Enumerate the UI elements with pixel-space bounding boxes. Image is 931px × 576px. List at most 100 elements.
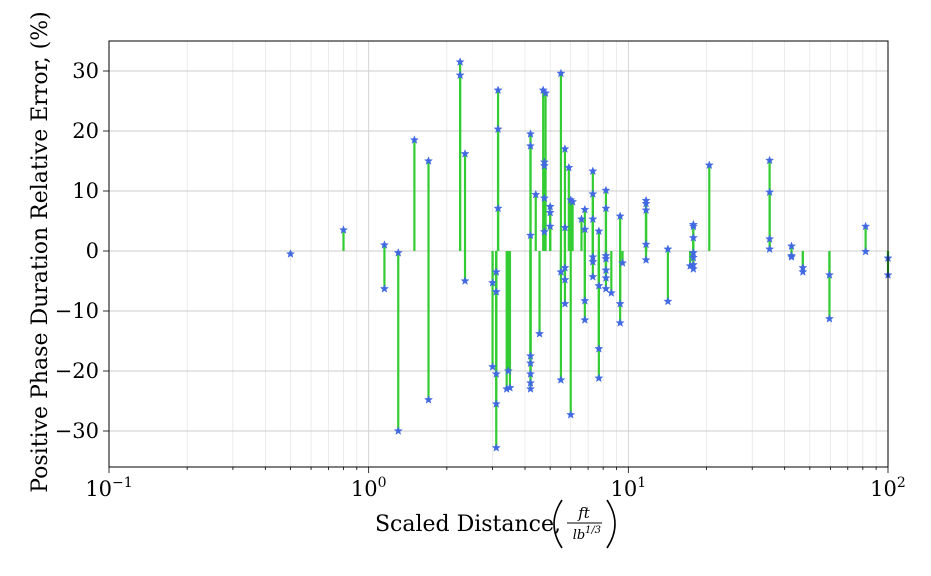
data-point-marker xyxy=(525,230,536,240)
data-point-marker xyxy=(535,329,545,338)
data-point-marker xyxy=(588,166,598,176)
data-point-marker xyxy=(488,278,498,287)
data-point-marker xyxy=(525,141,536,150)
x-tick-label-base: 10 xyxy=(870,477,897,501)
data-point-marker xyxy=(615,211,625,221)
data-point-marker xyxy=(545,221,555,231)
data-point-marker xyxy=(798,267,808,276)
data-point-marker xyxy=(491,443,501,452)
data-point-marker xyxy=(704,160,714,170)
data-point-marker xyxy=(615,299,625,308)
data-point-marker xyxy=(588,272,598,281)
data-point-marker xyxy=(641,198,651,208)
x-tick-label: 100 xyxy=(351,475,387,501)
data-point-marker xyxy=(423,395,434,404)
y-tick-label: 20 xyxy=(72,119,99,143)
fraction-numerator: ft xyxy=(577,504,591,522)
x-tick-label: 101 xyxy=(611,475,647,501)
y-tick-label: −30 xyxy=(55,419,99,443)
data-point-marker xyxy=(455,57,465,66)
data-point-marker xyxy=(601,273,611,282)
x-axis-label: Scaled Distance, xyxy=(375,512,561,537)
data-point-marker xyxy=(594,226,604,236)
data-point-marker xyxy=(493,203,503,213)
data-point-marker xyxy=(594,373,604,383)
y-axis-label: Positive Phase Duration Relative Error, … xyxy=(28,11,53,492)
data-point-marker xyxy=(525,351,536,360)
x-tick-label-exponent: 2 xyxy=(897,475,906,491)
data-point-marker xyxy=(491,369,501,378)
data-point-marker xyxy=(568,197,578,206)
data-point-marker xyxy=(601,284,611,293)
left-paren xyxy=(553,499,563,549)
y-tick-label: 0 xyxy=(86,239,99,263)
data-point-marker xyxy=(545,207,555,217)
data-point-marker xyxy=(786,252,797,261)
data-point-marker xyxy=(601,203,611,213)
data-point-marker xyxy=(560,275,570,284)
data-point-marker xyxy=(379,240,389,249)
data-point-marker xyxy=(580,204,590,214)
data-point-marker xyxy=(580,224,590,234)
y-tick-label: 30 xyxy=(72,59,99,83)
data-point-marker xyxy=(615,318,625,327)
data-point-marker xyxy=(588,214,598,224)
data-point-marker xyxy=(588,257,598,266)
data-point-marker xyxy=(564,162,574,172)
data-point-marker xyxy=(594,344,604,353)
data-point-marker xyxy=(663,244,673,254)
data-point-marker xyxy=(505,383,515,392)
data-point-marker xyxy=(491,287,501,296)
data-point-marker xyxy=(765,234,775,243)
data-point-marker xyxy=(491,399,501,408)
data-point-marker xyxy=(556,68,566,78)
data-point-marker xyxy=(393,426,403,435)
data-point-marker xyxy=(560,263,570,272)
data-point-marker xyxy=(765,155,775,165)
data-point-marker xyxy=(606,288,616,297)
data-point-marker xyxy=(560,144,570,153)
data-point-marker xyxy=(493,85,503,95)
x-tick-label: 102 xyxy=(870,475,906,501)
data-point-marker xyxy=(576,214,586,224)
data-point-marker xyxy=(531,189,541,199)
data-point-marker xyxy=(688,221,698,231)
x-tick-label: 10−1 xyxy=(85,475,132,501)
data-point-marker xyxy=(594,281,604,290)
y-tick-label: −10 xyxy=(55,299,99,323)
fraction-denominator: lb xyxy=(573,528,585,543)
data-point-marker xyxy=(525,129,536,138)
tick-layer xyxy=(103,70,889,473)
data-point-marker xyxy=(460,276,470,285)
data-point-marker xyxy=(688,233,698,242)
data-point-marker xyxy=(580,315,590,324)
data-point-marker xyxy=(525,358,536,368)
data-point-marker xyxy=(525,384,536,393)
data-point-marker xyxy=(455,70,465,80)
data-point-marker xyxy=(641,255,651,264)
data-point-marker xyxy=(560,299,570,308)
data-point-marker xyxy=(379,284,389,293)
data-point-marker xyxy=(285,249,296,258)
data-point-marker xyxy=(861,246,871,256)
x-axis-label-fraction: ft lb 1/3 xyxy=(553,499,616,549)
data-point-marker xyxy=(618,258,628,267)
data-point-marker xyxy=(601,265,611,275)
y-tick-label: 10 xyxy=(72,179,99,203)
data-point-marker xyxy=(861,221,871,231)
data-point-marker xyxy=(493,124,503,134)
marker-layer xyxy=(285,57,893,452)
data-point-marker xyxy=(663,296,673,306)
data-point-marker xyxy=(503,366,513,375)
data-point-marker xyxy=(488,362,498,371)
data-point-marker xyxy=(560,222,570,232)
plot-frame xyxy=(108,40,889,468)
data-point-marker xyxy=(491,267,501,276)
data-point-marker xyxy=(580,296,590,305)
data-point-marker xyxy=(641,239,651,249)
data-point-marker xyxy=(460,149,470,158)
data-point-marker xyxy=(688,252,698,262)
